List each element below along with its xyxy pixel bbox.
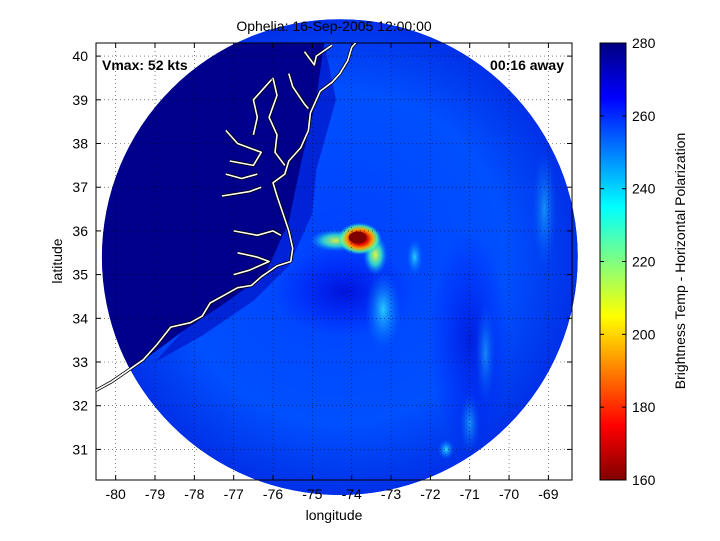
x-tick-label: -80: [106, 486, 126, 502]
y-tick-labels: 31 32 33 34 35 36 37 38 39 40: [72, 48, 88, 457]
x-axis-label: longitude: [306, 507, 363, 523]
coastline: [225, 173, 258, 180]
y-tick-label: 34: [72, 310, 88, 326]
y-tick-label: 40: [72, 48, 88, 64]
coastline: [225, 129, 262, 167]
y-tick-label: 36: [72, 223, 88, 239]
rain-band: [475, 303, 496, 404]
land-region: [101, 43, 325, 393]
coastline: [233, 252, 270, 276]
x-tick-label: -73: [381, 486, 401, 502]
coastline: [221, 186, 262, 197]
coastline: [96, 43, 357, 392]
colorbar-tick-label: 220: [632, 254, 656, 270]
colorbar-tick-label: 180: [632, 399, 656, 415]
rain-band: [532, 149, 557, 270]
coastline: [288, 73, 309, 110]
colorbar-tick-label: 260: [632, 108, 656, 124]
colorbar-tick-label: 280: [632, 35, 656, 51]
colorbar-tick-label: 160: [632, 472, 656, 488]
brightness-field: [101, 19, 578, 496]
y-tick-label: 38: [72, 136, 88, 152]
x-tick-label: -74: [342, 486, 362, 502]
time-away-annotation: 00:16 away: [490, 57, 564, 73]
x-tick-label: -70: [499, 486, 519, 502]
axes-frame: [95, 42, 573, 481]
x-tick-label: -71: [460, 486, 480, 502]
x-tick-label: -76: [263, 486, 283, 502]
vmax-annotation: Vmax: 52 kts: [102, 57, 188, 73]
coastline: [303, 44, 333, 66]
colorbar-ticks: 160 180 200 220 240 260 280: [600, 35, 656, 488]
axis-ticks: [96, 43, 572, 480]
rain-band: [365, 269, 402, 350]
grid: [96, 43, 572, 480]
x-tick-label: -75: [302, 486, 322, 502]
colorbar-tick-label: 200: [632, 326, 656, 342]
chart-title: Ophelia: 16-Sep-2005 12:00:00: [236, 18, 432, 34]
coastal-transition: [155, 43, 336, 363]
colorbar: [600, 43, 626, 480]
y-tick-label: 33: [72, 354, 88, 370]
x-tick-labels: -80 -79 -78 -77 -76 -75 -74 -73 -72 -71 -70 -69: [106, 486, 559, 502]
x-tick-label: -78: [184, 486, 204, 502]
rain-band: [406, 239, 423, 276]
y-tick-label: 39: [72, 92, 88, 108]
coastline: [268, 77, 286, 166]
coastline: [252, 77, 274, 135]
y-tick-label: 31: [72, 441, 88, 457]
y-axis-label: latitude: [49, 238, 65, 283]
y-tick-label: 37: [72, 179, 88, 195]
rain-band: [438, 439, 455, 460]
coastlines: [96, 43, 357, 392]
coastline: [233, 230, 282, 237]
colorbar-tick-label: 240: [632, 181, 656, 197]
x-tick-label: -69: [538, 486, 558, 502]
colorbar-label: Brightness Temp - Horizontal Polarizatio…: [672, 133, 688, 390]
y-tick-label: 35: [72, 267, 88, 283]
y-tick-label: 32: [72, 398, 88, 414]
x-tick-label: -77: [224, 486, 244, 502]
x-tick-label: -72: [420, 486, 440, 502]
x-tick-label: -79: [145, 486, 165, 502]
hot-core-center: [348, 231, 367, 244]
